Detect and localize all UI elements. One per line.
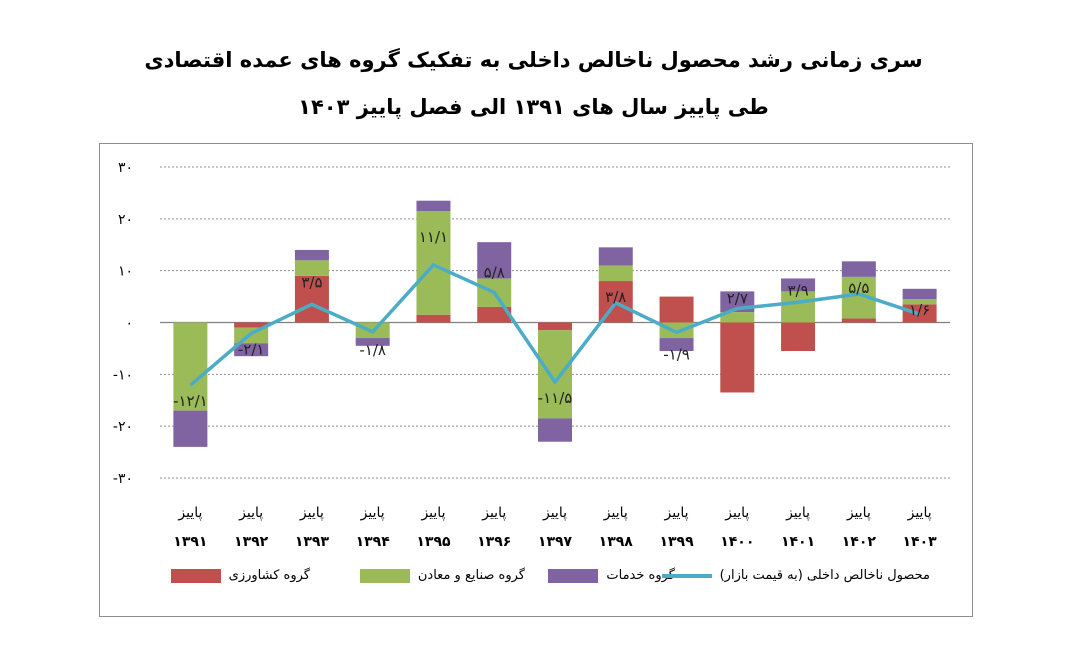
bar-segment-industry (781, 291, 816, 323)
legend-swatch-industry (359, 568, 410, 583)
bar-segment-services (173, 410, 208, 447)
legend-item-agriculture: گروه کشاورزی (170, 568, 310, 583)
x-tick-season-label: پاییز (542, 505, 567, 521)
gdp-data-label: ۵/۵ (848, 279, 869, 297)
bar-segment-industry (720, 312, 755, 323)
y-tick-label: ۳۰ (118, 160, 133, 176)
x-tick-season-label: پاییز (360, 505, 385, 521)
x-tick-year-label: ۱۴۰۱ (781, 534, 815, 550)
chart-frame (99, 143, 973, 617)
legend-label-agriculture: گروه کشاورزی (228, 568, 310, 583)
gdp-data-label: -۱/۹ (663, 345, 690, 363)
bar-segment-agriculture (720, 322, 755, 393)
legend-item-industry: گروه صنایع و معادن (359, 568, 525, 583)
x-tick-season-label: پاییز (481, 505, 506, 521)
x-tick-year-label: ۱۳۹۴ (356, 534, 391, 550)
x-tick-year-label: ۱۳۹۵ (416, 534, 451, 550)
x-tick-season-label: پاییز (664, 505, 689, 521)
gdp-data-label: -۱/۸ (359, 341, 386, 359)
legend-swatch-services (548, 568, 599, 583)
x-tick-season-label: پاییز (724, 505, 749, 521)
x-tick-year-label: ۱۳۹۳ (295, 534, 330, 550)
legend-swatch-agriculture (170, 568, 221, 583)
bar-segment-services (355, 338, 390, 346)
bar-segment-services (841, 261, 876, 277)
bar-segment-agriculture (416, 314, 451, 323)
x-tick-year-label: ۱۳۹۸ (599, 534, 634, 550)
gdp-data-label: -۲/۱ (238, 340, 265, 358)
legend-item-gdp: محصول ناخالص داخلی (به قیمت بازار) (661, 568, 930, 583)
x-tick-year-label: ۱۳۹۹ (659, 534, 694, 550)
bar-segment-services (659, 338, 694, 352)
x-tick-year-label: ۱۴۰۰ (720, 534, 754, 550)
chart-title-line1: سری زمانی رشد محصول ناخالص داخلی به تفکی… (144, 48, 923, 72)
bar-segment-services (294, 249, 329, 261)
gdp-data-label: -۱۱/۵ (538, 389, 573, 407)
gdp-data-label: ۱/۶ (909, 301, 930, 319)
gdp-data-label: ۳/۵ (301, 273, 322, 291)
bar-segment-agriculture (781, 322, 816, 352)
bar-segment-agriculture (538, 322, 572, 331)
y-tick-label: ۱۰ (118, 264, 133, 280)
gdp-data-label: ۲/۷ (727, 290, 748, 308)
y-tick-label: -۱۰ (113, 367, 133, 383)
bar-segment-services (781, 278, 816, 292)
gdp-data-label: ۵/۸ (484, 263, 505, 281)
y-tick-label: ۲۰ (118, 212, 133, 228)
bar-segment-services (477, 242, 512, 279)
bar-segment-industry (598, 265, 633, 282)
gdp-data-label: ۳/۹ (787, 281, 808, 299)
x-tick-season-label: پاییز (420, 505, 445, 521)
bar-segment-industry (294, 260, 329, 276)
y-tick-label: -۲۰ (113, 419, 133, 435)
y-tick-label: ۰ (125, 316, 133, 332)
bar-segment-services (416, 200, 451, 212)
x-tick-year-label: ۱۴۰۲ (842, 534, 877, 550)
bar-segment-agriculture (477, 306, 512, 323)
x-tick-season-label: پاییز (907, 505, 932, 521)
gdp-series-line (189, 263, 921, 387)
x-tick-year-label: ۱۴۰۳ (903, 534, 938, 550)
bar-segment-industry (416, 211, 451, 315)
x-tick-year-label: ۱۳۹۲ (234, 534, 269, 550)
gdp-data-label: ۳/۸ (605, 288, 626, 306)
bar-segment-services (538, 418, 572, 442)
bar-segment-agriculture (294, 275, 329, 323)
x-tick-year-label: ۱۳۹۷ (538, 534, 573, 550)
legend-label-services: گروه خدمات (606, 568, 675, 583)
legend-label-industry: گروه صنایع و معادن (417, 568, 525, 583)
gdp-data-label: ۱۱/۱ (419, 228, 448, 246)
gdp-data-label: -۱۲/۱ (173, 392, 208, 410)
bar-segment-services (234, 343, 269, 357)
x-tick-season-label: پاییز (238, 505, 263, 521)
bar-segment-services (598, 247, 633, 266)
bar-segment-agriculture (234, 322, 269, 328)
x-tick-season-label: پاییز (785, 505, 810, 521)
x-tick-year-label: ۱۳۹۱ (173, 534, 207, 550)
x-tick-season-label: پاییز (603, 505, 628, 521)
bar-segment-industry (173, 322, 208, 411)
x-tick-season-label: پاییز (177, 505, 202, 521)
chart-title-line2: طی پاییز سال های ۱۳۹۱ الی فصل پاییز ۱۴۰۳ (298, 95, 769, 119)
legend-label-gdp: محصول ناخالص داخلی (به قیمت بازار) (719, 568, 930, 583)
bar-segment-industry (538, 330, 572, 419)
bar-segment-services (902, 288, 937, 300)
legend-swatch-gdp (661, 573, 712, 578)
x-tick-season-label: پاییز (299, 505, 324, 521)
y-tick-label: -۳۰ (113, 471, 133, 487)
x-tick-season-label: پاییز (846, 505, 871, 521)
chart-legend: گروه کشاورزی گروه صنایع و معادن گروه خدم… (150, 568, 930, 592)
bar-segment-agriculture (659, 296, 694, 323)
x-tick-year-label: ۱۳۹۶ (477, 534, 511, 550)
bar-segment-industry (902, 299, 937, 305)
bar-segment-agriculture (841, 318, 876, 323)
legend-item-services: گروه خدمات (548, 568, 675, 583)
